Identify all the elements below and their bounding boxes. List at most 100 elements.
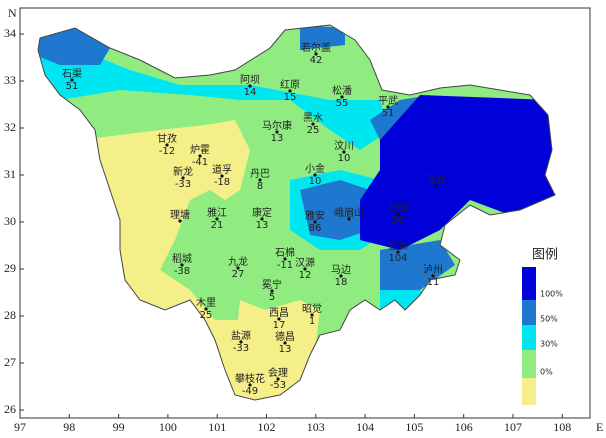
station-name: 西昌 (269, 307, 289, 319)
station-name: 马尔康 (262, 119, 292, 132)
station-dot (248, 383, 252, 387)
station-dot (283, 341, 287, 345)
station-value: -12 (159, 146, 175, 157)
x-tick-label: 108 (553, 420, 571, 434)
station-value: -41 (192, 157, 208, 168)
y-tick-label: 32 (4, 120, 16, 134)
station-value: -11 (277, 260, 293, 271)
station-dot (396, 212, 400, 216)
station-name: 木里 (196, 297, 216, 309)
axes: 97 98 99 100 101 102 103 104 105 106 107 1082627282… (4, 26, 571, 434)
station-value: 10 (338, 153, 351, 164)
station-name: 宜宾 (388, 239, 408, 252)
station-value: -38 (174, 266, 190, 277)
station-name: 南充 (426, 173, 446, 186)
station-value: 25 (200, 310, 213, 321)
station-value: -49 (242, 386, 258, 397)
legend-label: 100% (540, 290, 563, 299)
station-dot (314, 52, 318, 56)
x-tick-label: 105 (405, 420, 423, 434)
station-dot (396, 250, 400, 254)
y-tick-label: 26 (4, 402, 16, 416)
station-dot (434, 184, 438, 188)
x-tick-label: 103 (307, 420, 325, 434)
y-tick-label: 34 (4, 26, 16, 40)
station-value: -53 (270, 380, 286, 391)
station-value: 13 (271, 133, 284, 144)
x-tick-label: 104 (356, 420, 374, 434)
station-dot (165, 143, 169, 147)
x-tick-label: 98 (63, 420, 75, 434)
station-value: 25 (307, 125, 320, 136)
y-tick-label: 33 (4, 73, 16, 87)
station-dot (276, 377, 280, 381)
y-tick-label: 29 (4, 261, 16, 275)
legend-label: 30% (540, 340, 558, 349)
station-value: 8 (257, 181, 263, 192)
station-value: 51 (382, 108, 395, 119)
station-name: 黑水 (303, 112, 323, 124)
legend-swatch (522, 325, 536, 350)
station-value: 13 (256, 220, 269, 231)
station-name: 康定 (252, 206, 272, 219)
station-name: 泸州 (423, 264, 443, 276)
station-name: 稻城 (172, 253, 192, 265)
station-dot (270, 289, 274, 293)
station-dot (283, 257, 287, 261)
station-dot (277, 317, 281, 321)
station-dot (198, 154, 202, 158)
station-dot (342, 150, 346, 154)
station-value: 56 (392, 215, 405, 226)
station-value: 17 (273, 320, 286, 331)
station-name: 若尔盖 (301, 41, 331, 54)
station-dot (288, 89, 292, 93)
station-name: 马边 (331, 264, 351, 276)
station-name: 九龙 (228, 255, 248, 268)
station-name: 德昌 (275, 330, 295, 343)
station-value: 18 (335, 277, 348, 288)
x-tick-label: 101 (208, 420, 226, 434)
x-tick-label: 106 (455, 420, 473, 434)
station-name: 道孚 (212, 163, 232, 176)
x-tick-label: 97 (14, 420, 26, 434)
station-name: 冕宁 (262, 278, 282, 291)
station-name: 松潘 (332, 84, 352, 97)
station-dot (258, 178, 262, 182)
station-value: 12 (299, 270, 312, 281)
legend-swatch (522, 350, 536, 378)
station-dot (431, 274, 435, 278)
station-dot (260, 217, 264, 221)
station-dot (181, 176, 185, 180)
station-name: 石棉 (275, 246, 295, 259)
region (230, 300, 320, 400)
station-dot (204, 307, 208, 311)
station-dot (303, 267, 307, 271)
station-value: 15 (284, 92, 297, 103)
station-dot (347, 217, 351, 221)
station-dot (70, 78, 74, 82)
station-value: -33 (233, 343, 249, 354)
station-dot (178, 219, 182, 223)
y-tick-label: 30 (4, 214, 16, 228)
station-value: 13 (279, 344, 292, 355)
station-name: 资阳 (388, 202, 408, 214)
station-value: 104 (388, 253, 407, 264)
station-name: 盐源 (231, 329, 251, 342)
station-value: 55 (336, 98, 349, 109)
station-name: 甘孜 (157, 132, 177, 145)
station-name: 雅江 (207, 206, 227, 219)
station-value: 1 (309, 316, 315, 327)
y-tick-label: 27 (4, 355, 16, 369)
station-value: -18 (214, 177, 230, 188)
station-dot (220, 174, 224, 178)
station-value: 42 (310, 55, 323, 66)
station-name: 石渠 (62, 68, 82, 80)
legend-swatch (522, 267, 536, 300)
x-tick-label: 107 (504, 420, 522, 434)
station-name: 攀枝花 (235, 372, 265, 385)
station-name: 小金 (305, 162, 325, 175)
station-name: 昭觉 (302, 303, 322, 315)
station-name: 会理 (268, 366, 288, 379)
